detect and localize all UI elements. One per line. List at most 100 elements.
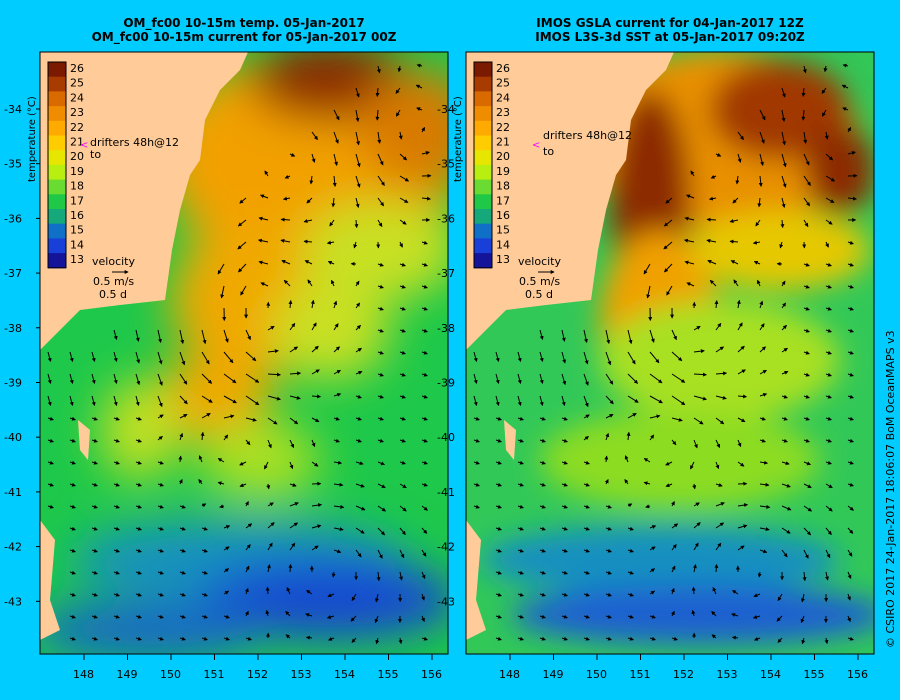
left-velocity-arrow: [267, 542, 273, 551]
left-velocity-arrow: [223, 590, 230, 595]
right-velocity-arrow: [583, 636, 590, 641]
left-velocity-arrow: [69, 416, 76, 421]
left-colorbar-swatch: [48, 209, 66, 225]
left-velocity-arrow: [333, 504, 345, 509]
left-velocity-arrow: [398, 637, 403, 645]
right-velocity-arrow: [627, 395, 639, 403]
left-velocity-arrow: [257, 238, 269, 243]
right-velocity-arrow: [693, 542, 699, 551]
right-velocity-arrow: [781, 109, 786, 122]
left-velocity-arrow: [377, 350, 384, 355]
right-velocity-arrow: [757, 571, 762, 578]
right-velocity-arrow: [781, 394, 788, 399]
left-velocity-arrow: [245, 329, 251, 341]
right-velocity-arrow: [821, 87, 827, 94]
right-velocity-arrow: [759, 549, 768, 554]
left-velocity-arrow: [399, 241, 403, 248]
left-velocity-arrow: [135, 438, 142, 443]
right-velocity-arrow: [736, 299, 741, 309]
right-velocity-arrow: [759, 369, 767, 375]
right-colorbar-swatch: [474, 194, 492, 210]
right-velocity-arrow: [539, 460, 546, 465]
right-velocity-arrow: [605, 504, 612, 509]
left-velocity-arrow: [399, 460, 406, 465]
right-velocity-arrow: [517, 548, 524, 553]
left-velocity-arrow: [333, 460, 343, 465]
left-velocity-arrow: [179, 432, 184, 441]
right-velocity-arrow: [777, 637, 783, 643]
right-velocity-arrow: [715, 542, 722, 551]
left-velocity-arrow: [267, 502, 274, 507]
right-velocity-arrow: [605, 329, 611, 345]
left-velocity-arrow: [69, 548, 76, 553]
right-velocity-arrow: [707, 259, 717, 265]
left-velocity-arrow: [399, 438, 406, 443]
left-velocity-arrow: [289, 483, 297, 487]
left-velocity-arrow: [421, 350, 428, 355]
right-velocity-arrow: [671, 523, 679, 529]
left-velocity-arrow: [303, 239, 313, 244]
left-velocity-arrow: [178, 478, 183, 485]
left-velocity-arrow: [376, 65, 381, 74]
left-velocity-arrow: [179, 504, 186, 509]
right-velocity-arrow: [624, 479, 629, 485]
right-velocity-arrow: [664, 263, 673, 273]
left-velocity-arrow: [91, 482, 98, 487]
right-velocity-arrow: [663, 219, 673, 227]
right-velocity-arrow: [690, 461, 695, 470]
right-velocity-arrow: [561, 504, 568, 509]
right-velocity-arrow: [737, 322, 743, 331]
right-velocity-arrow: [825, 460, 832, 465]
right-velocity-arrow: [847, 284, 854, 289]
left-velocity-arrows: [47, 63, 432, 645]
right-velocity-arrow: [643, 263, 651, 275]
left-velocity-arrow: [69, 373, 74, 385]
right-velocity-arrow: [781, 416, 788, 421]
left-velocity-arrow: [223, 636, 230, 641]
left-velocity-arrow: [135, 351, 141, 364]
right-velocity-arrow: [737, 461, 745, 467]
right-velocity-arrow: [781, 131, 786, 146]
left-velocity-arrow: [91, 416, 98, 421]
left-velocity-arrow: [245, 351, 257, 362]
left-land-island: [78, 420, 90, 460]
right-velocity-arrow: [693, 522, 701, 529]
left-longitude-tick-label: 155: [378, 668, 399, 681]
right-colorbar-swatch: [474, 179, 492, 195]
left-velocity-arrow: [47, 460, 54, 465]
left-velocity-arrow: [333, 527, 344, 532]
left-velocity-arrow: [399, 571, 403, 581]
right-velocity-arrow: [841, 84, 849, 89]
right-velocity-arrow: [605, 526, 612, 531]
right-velocity-arrow: [666, 285, 673, 296]
right-velocity-arrow: [473, 504, 480, 509]
left-velocity-arrow: [135, 614, 142, 619]
left-colorbar-tick: 20: [70, 150, 84, 163]
left-velocity-arrow: [281, 259, 291, 265]
right-velocity-arrow: [758, 175, 763, 187]
right-velocity-arrow: [706, 217, 717, 222]
right-velocity-arrow: [495, 460, 502, 465]
left-velocity-arrow: [223, 614, 230, 619]
left-velocity-arrow: [157, 435, 163, 441]
right-longitude-tick-label: 153: [717, 668, 738, 681]
left-velocity-arrow: [201, 395, 213, 403]
right-velocity-arrow: [803, 350, 810, 355]
right-velocity-arrow: [715, 522, 725, 529]
right-velocity-arrow: [670, 587, 675, 595]
right-velocity-arrow: [803, 131, 808, 144]
right-velocity-arrow: [561, 438, 568, 443]
left-velocity-arrow: [179, 614, 186, 619]
right-velocity-arrow: [626, 431, 631, 441]
right-velocity-arrow: [714, 563, 719, 573]
right-velocity-arrow: [627, 351, 636, 365]
left-velocity-arrow: [267, 522, 275, 529]
left-velocity-arrow: [415, 84, 423, 89]
left-velocity-arrow: [135, 504, 142, 509]
right-colorbar-tick: 15: [496, 224, 510, 237]
left-velocity-arrow: [91, 351, 96, 363]
left-velocity-arrow: [220, 285, 225, 299]
left-velocity-arrow: [306, 197, 313, 204]
right-velocity-arrow: [825, 175, 836, 182]
